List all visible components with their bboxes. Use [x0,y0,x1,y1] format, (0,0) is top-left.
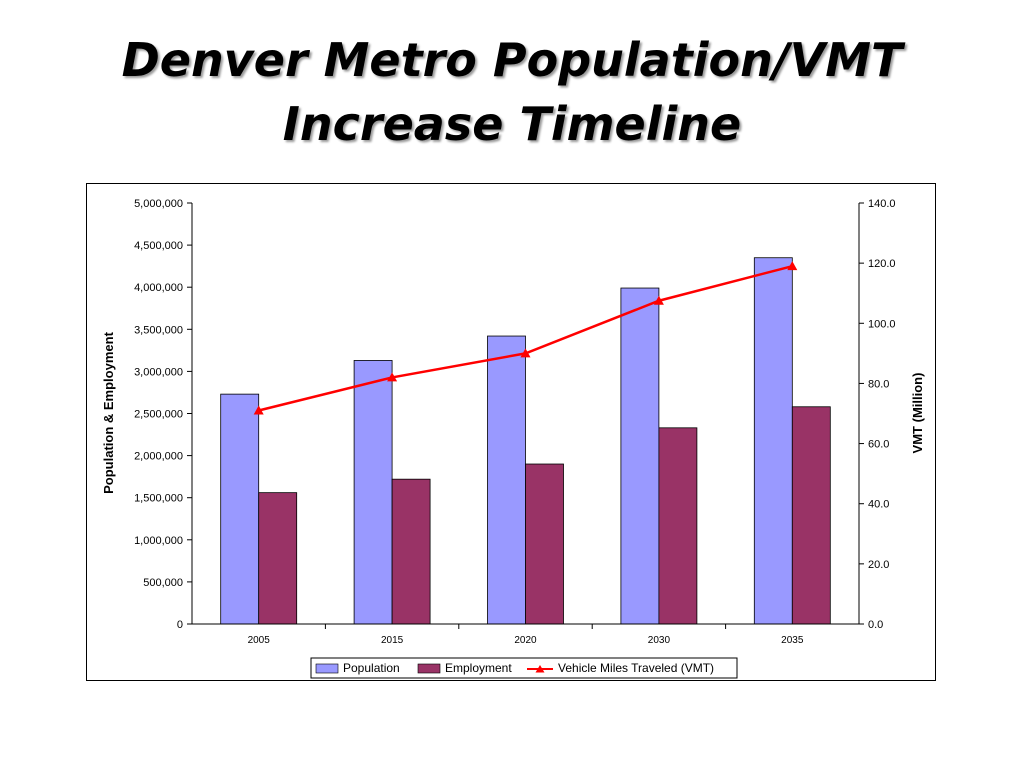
left-tick-label: 3,500,000 [134,324,183,336]
left-axis-ticks: 0 500,000 1,000,000 1,500,000 2,000,000 2,500… [134,198,192,631]
bar-population-2005 [220,393,260,625]
chart-frame: 0 500,000 1,000,000 1,500,000 2,000,000 2,500… [86,183,936,681]
right-tick-label: 100.0 [868,318,896,330]
x-tick-label: 2030 [648,635,671,646]
left-tick-label: 1,000,000 [134,535,183,547]
x-axis-labels: 2005 2015 2020 2030 2035 [248,635,804,646]
vmt-marker-2020 [520,348,531,358]
legend: Population Employment Vehicle Miles Trav… [310,657,738,679]
bar-population-2020 [487,335,526,625]
right-tick-label: 120.0 [868,258,896,270]
left-tick-label: 3,000,000 [134,366,183,378]
legend-swatch-employment [417,663,441,674]
left-tick-label: 5,000,000 [134,198,183,210]
right-tick-label: 40.0 [868,499,889,511]
left-axis-title: Population & Employment [101,331,116,493]
left-tick-label: 0 [177,619,183,631]
right-axis-ticks: 0.0 20.0 40.0 60.0 80.0 100.0 120.0 140.0 [859,198,896,631]
legend-label-population: Population [343,661,400,675]
right-tick-label: 80.0 [868,378,889,390]
right-tick-label: 140.0 [868,198,896,210]
bar-employment-2030 [658,427,698,625]
line-series [253,261,798,415]
left-tick-label: 2,000,000 [134,451,183,463]
slide-title: Denver Metro Population/VMT Increase Tim… [0,28,1024,156]
bar-employment-2005 [258,492,298,625]
bar-employment-2020 [525,463,564,625]
x-tick-label: 2005 [248,635,271,646]
x-tick-label: 2015 [381,635,404,646]
vmt-marker-2015 [387,372,398,382]
right-tick-label: 60.0 [868,439,889,451]
right-tick-label: 0.0 [868,619,883,631]
left-tick-label: 2,500,000 [134,409,183,421]
left-tick-label: 500,000 [143,577,183,589]
vmt-marker-2030 [653,295,664,305]
right-tick-label: 20.0 [868,559,889,571]
left-tick-label: 4,500,000 [134,240,183,252]
left-tick-label: 1,500,000 [134,493,183,505]
legend-swatch-vmt-marker [535,665,545,673]
bar-population-2035 [753,257,793,625]
bar-employment-2035 [791,406,831,625]
x-tick-label: 2035 [781,635,804,646]
right-axis-title: VMT (Million) [910,373,925,454]
left-tick-label: 4,000,000 [134,282,183,294]
title-line-2: Increase Timeline [282,97,742,151]
bar-population-2015 [353,360,393,625]
bar-series [220,257,831,629]
bar-employment-2015 [391,478,431,625]
legend-label-employment: Employment [445,661,512,675]
legend-swatch-population [315,663,339,674]
x-tick-label: 2020 [514,635,537,646]
vmt-marker-2005 [253,405,264,415]
title-line-1: Denver Metro Population/VMT [121,33,903,87]
vmt-marker-2035 [787,261,798,271]
axes [191,203,860,625]
combo-chart: 0 500,000 1,000,000 1,500,000 2,000,000 2,500… [101,198,925,679]
legend-label-vmt: Vehicle Miles Traveled (VMT) [558,661,714,675]
bar-population-2030 [620,287,660,625]
legend-box [310,657,738,679]
